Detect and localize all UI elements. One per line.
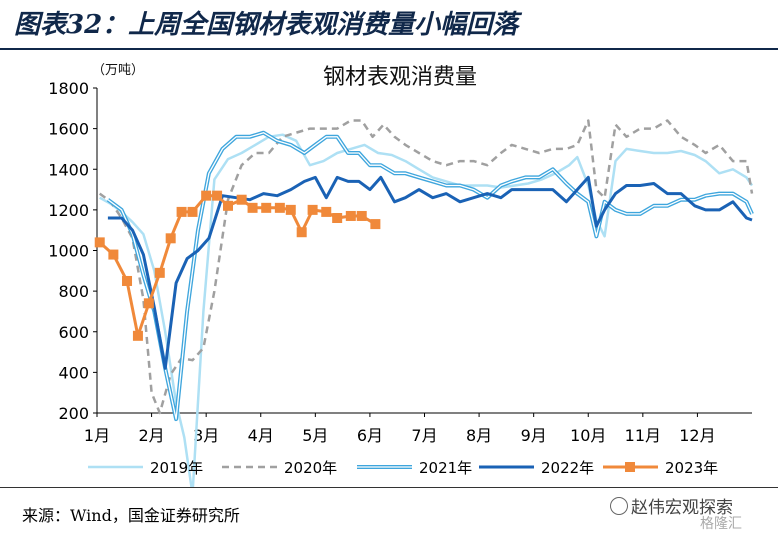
y-tick-label: 1200 bbox=[48, 201, 89, 220]
data-point bbox=[122, 275, 133, 286]
data-point bbox=[296, 227, 307, 238]
y-tick-label: 1000 bbox=[48, 242, 89, 261]
data-point bbox=[332, 213, 343, 223]
data-point bbox=[307, 204, 318, 215]
legend-item: 2022年 bbox=[479, 459, 594, 477]
legend-item: 2020年 bbox=[222, 459, 337, 477]
figure-title: 图表32：上周全国钢材表观消费量小幅回落 bbox=[14, 10, 519, 40]
data-point bbox=[187, 206, 198, 217]
data-point bbox=[285, 204, 296, 215]
y-tick-label: 800 bbox=[58, 282, 89, 301]
x-tick-label: 3月 bbox=[193, 426, 219, 445]
line-chart: 钢材表观消费量 （万吨） 200 400 600 800 1000 1200 1400 160… bbox=[48, 63, 754, 488]
data-point bbox=[261, 202, 272, 213]
y-tick-label: 1800 bbox=[48, 79, 89, 98]
y-axis-unit-label: （万吨） bbox=[92, 63, 144, 78]
data-point bbox=[247, 202, 258, 213]
legend-item: 2021年 bbox=[357, 459, 472, 477]
x-tick-label: 6月 bbox=[357, 426, 383, 445]
legend-label: 2022年 bbox=[541, 459, 594, 477]
y-tick-label: 1600 bbox=[48, 120, 89, 139]
series-line bbox=[107, 175, 753, 370]
legend-label: 2019年 bbox=[150, 459, 203, 477]
y-tick-label: 400 bbox=[58, 363, 89, 382]
y-tick-label: 200 bbox=[58, 404, 89, 423]
data-point bbox=[94, 237, 105, 248]
y-tick-label: 1400 bbox=[48, 160, 89, 179]
legend-marker bbox=[625, 462, 635, 472]
watermark-secondary: 格隆汇 bbox=[700, 516, 742, 532]
data-point bbox=[143, 298, 154, 309]
x-tick-label: 12月 bbox=[679, 426, 715, 445]
series-line bbox=[99, 133, 754, 488]
legend-label: 2023年 bbox=[665, 459, 718, 477]
series-2019年 bbox=[99, 133, 754, 488]
legend-item: 2019年 bbox=[88, 459, 203, 477]
watermark-text: 赵伟宏观探索 bbox=[631, 498, 733, 518]
series-line-inner bbox=[107, 132, 753, 420]
chart-legend: 2019年 2020年 2021年 2022年 2023年 bbox=[88, 459, 718, 477]
data-point bbox=[212, 190, 223, 201]
data-point bbox=[236, 194, 247, 205]
legend-item: 2023年 bbox=[603, 459, 718, 477]
chart-title: 钢材表观消费量 bbox=[323, 65, 477, 90]
x-tick-label: 11月 bbox=[625, 426, 661, 445]
data-point bbox=[132, 330, 143, 341]
data-point bbox=[274, 202, 285, 213]
x-tick-label: 10月 bbox=[570, 426, 606, 445]
x-tick-label: 4月 bbox=[248, 426, 274, 445]
data-point bbox=[370, 219, 381, 230]
data-point bbox=[345, 210, 356, 221]
footer-rule bbox=[0, 487, 778, 488]
wechat-icon bbox=[610, 497, 628, 515]
series-2020年 bbox=[98, 119, 754, 415]
x-tick-label: 5月 bbox=[302, 426, 328, 445]
series-2023年 bbox=[94, 190, 381, 341]
data-point bbox=[154, 267, 165, 278]
series-2022年 bbox=[107, 175, 753, 370]
y-tick-label: 600 bbox=[58, 323, 89, 342]
x-tick-label: 2月 bbox=[138, 426, 164, 445]
data-point bbox=[201, 190, 212, 201]
data-point bbox=[356, 210, 367, 221]
x-tick-label: 9月 bbox=[521, 426, 547, 445]
data-point bbox=[176, 206, 187, 217]
data-point bbox=[108, 249, 119, 260]
watermark: 赵伟宏观探索 bbox=[610, 493, 733, 518]
series-layer bbox=[94, 119, 754, 488]
series-line bbox=[98, 119, 754, 415]
legend-label: 2020年 bbox=[284, 459, 337, 477]
data-point bbox=[321, 206, 332, 217]
x-tick-label: 7月 bbox=[411, 426, 437, 445]
data-point bbox=[165, 233, 176, 244]
chart-axes: 200 400 600 800 1000 1200 1400 1600 1800 1月 2月 3月 4月… bbox=[48, 79, 752, 445]
x-tick-label: 1月 bbox=[84, 426, 110, 445]
legend-label: 2021年 bbox=[419, 459, 472, 477]
series-2021年 bbox=[106, 130, 754, 422]
source-note: 来源：Wind，国金证券研究所 bbox=[22, 506, 240, 525]
x-tick-label: 8月 bbox=[466, 426, 492, 445]
data-point bbox=[223, 200, 233, 211]
title-rule bbox=[0, 48, 778, 50]
